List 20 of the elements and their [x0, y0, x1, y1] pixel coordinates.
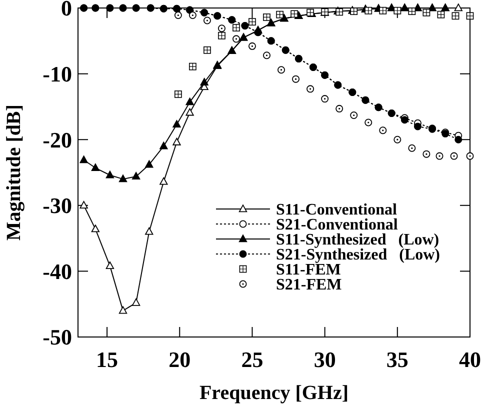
- legend-label: S11-Synthesized (Low): [276, 232, 440, 249]
- y-tick-label: -10: [42, 62, 72, 86]
- y-tick-label: -40: [42, 258, 72, 284]
- legend-label: S11-Conventional: [276, 202, 398, 219]
- x-tick-label: 35: [386, 347, 408, 372]
- y-tick-label: -50: [42, 324, 72, 350]
- y-tick-label: -20: [42, 127, 72, 152]
- legend-label: S21-Synthesized (Low): [276, 246, 440, 264]
- x-axis-title: Frequency [GHz]: [199, 382, 349, 404]
- y-axis-title: Magnitude [dB]: [3, 104, 25, 241]
- x-tick-label: 20: [168, 347, 191, 372]
- x-tick-label: 40: [459, 347, 481, 372]
- legend-label: S11-FEM: [276, 262, 341, 279]
- legend-label: S21-FEM: [276, 276, 342, 294]
- y-tick-label: -30: [42, 193, 72, 218]
- y-tick-label: 0: [61, 0, 72, 21]
- x-tick-label: 30: [314, 347, 336, 372]
- legend-label: S21-Conventional: [276, 216, 398, 234]
- x-tick-label: 15: [96, 347, 118, 372]
- x-tick-label: 25: [241, 347, 264, 372]
